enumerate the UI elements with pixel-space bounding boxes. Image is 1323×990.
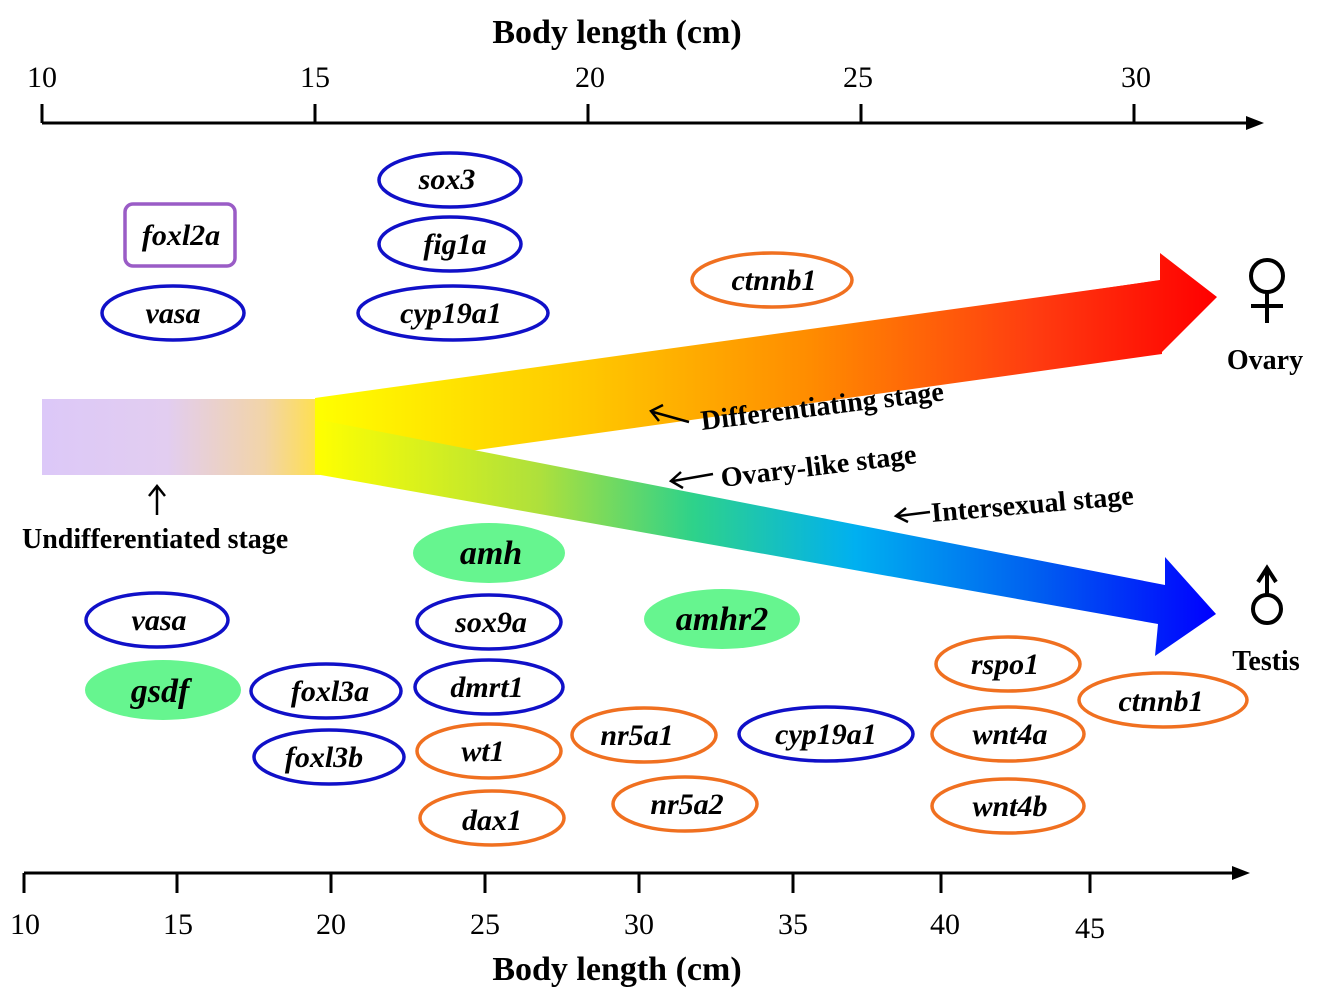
gene-fig1a: fig1a — [377, 215, 523, 273]
bottom-axis-arrowhead — [1232, 866, 1250, 880]
gene-amhr2: amhr2 — [644, 589, 800, 649]
gene-foxl3b: foxl3b — [252, 728, 406, 786]
bottom-axis-tick-label: 30 — [624, 908, 654, 941]
gene-wnt4a: wnt4a — [930, 705, 1086, 763]
gene-ctnnb1-testis: ctnnb1 — [1077, 671, 1249, 729]
bottom-axis-title: Body length (cm) — [492, 951, 741, 988]
male-symbol-icon — [1251, 564, 1283, 625]
svg-text:cyp19a1: cyp19a1 — [775, 718, 877, 751]
gene-vasa-testis: vasa — [84, 591, 230, 649]
svg-text:dmrt1: dmrt1 — [450, 671, 523, 704]
gene-foxl3a: foxl3a — [249, 662, 403, 720]
svg-text:wnt4b: wnt4b — [972, 790, 1047, 823]
gene-dmrt1: dmrt1 — [413, 658, 565, 716]
svg-text:cyp19a1: cyp19a1 — [400, 297, 502, 330]
top-axis: Body length (cm) 10 15 20 25 30 — [27, 14, 1264, 130]
gene-wt1: wt1 — [415, 722, 563, 780]
left-arrow-icon — [649, 403, 690, 424]
top-axis-tick-label: 10 — [27, 61, 57, 94]
bottom-axis-tick-label: 25 — [470, 908, 500, 941]
bottom-axis-tick-label: 35 — [778, 908, 808, 941]
ovary-genes: foxl2a vasa sox3 fig1a cyp19a1 ctnnb1 — [100, 151, 854, 342]
svg-text:wnt4a: wnt4a — [972, 718, 1047, 751]
svg-text:rspo1: rspo1 — [971, 648, 1039, 681]
gene-wnt4b: wnt4b — [930, 777, 1086, 835]
svg-text:wt1: wt1 — [461, 735, 504, 768]
gene-rspo1: rspo1 — [934, 635, 1082, 693]
outcomes: Ovary Testis — [1227, 258, 1303, 677]
svg-text:nr5a2: nr5a2 — [650, 788, 723, 821]
top-axis-tick-label: 20 — [575, 61, 605, 94]
gene-ctnnb1-ovary: ctnnb1 — [690, 251, 854, 309]
development-arrows — [42, 253, 1217, 656]
svg-text:vasa: vasa — [132, 604, 187, 637]
svg-text:sox9a: sox9a — [454, 606, 527, 639]
svg-text:sox3: sox3 — [418, 163, 476, 196]
svg-text:foxl3a: foxl3a — [291, 675, 369, 708]
stage-label-ovary-like: Ovary-like stage — [719, 439, 918, 494]
svg-text:gsdf: gsdf — [130, 673, 193, 710]
gene-cyp19a1-testis: cyp19a1 — [737, 705, 915, 763]
top-axis-tick-label: 30 — [1121, 61, 1151, 94]
gene-sox9a: sox9a — [415, 593, 563, 651]
top-axis-tick-label: 15 — [300, 61, 330, 94]
top-axis-arrowhead — [1246, 116, 1264, 130]
gene-amh: amh — [413, 523, 565, 583]
up-arrow-icon — [148, 483, 166, 515]
top-axis-tick-label: 25 — [843, 61, 873, 94]
gene-vasa-ovary: vasa — [100, 284, 246, 342]
ovary-label: Ovary — [1227, 345, 1303, 376]
female-symbol-icon — [1249, 258, 1285, 323]
svg-text:ctnnb1: ctnnb1 — [731, 264, 816, 297]
gene-dax1: dax1 — [418, 789, 566, 847]
bottom-axis-tick-label: 10 — [10, 908, 40, 941]
svg-text:nr5a1: nr5a1 — [600, 719, 673, 752]
gene-gsdf: gsdf — [85, 660, 241, 720]
bottom-axis-tick-label: 45 — [1075, 912, 1105, 945]
svg-text:vasa: vasa — [146, 297, 201, 330]
bottom-axis-tick-label: 20 — [316, 908, 346, 941]
svg-text:amh: amh — [460, 535, 522, 572]
testis-arrow — [315, 420, 1216, 656]
left-arrow-icon — [893, 507, 931, 524]
svg-text:fig1a: fig1a — [423, 228, 486, 261]
stage-label-intersexual: Intersexual stage — [930, 480, 1135, 529]
ovary-arrow-body — [315, 280, 1162, 472]
bottom-axis-tick-label: 15 — [163, 908, 193, 941]
svg-text:foxl3b: foxl3b — [285, 741, 363, 774]
undifferentiated-bar — [42, 399, 320, 475]
left-arrow-icon — [668, 471, 714, 490]
gene-nr5a1: nr5a1 — [570, 706, 718, 764]
bottom-axis-tick-label: 40 — [930, 908, 960, 941]
gene-foxl2a: foxl2a — [123, 202, 237, 268]
bottom-axis: 10 15 20 25 30 35 40 45 Body length (cm) — [10, 866, 1250, 988]
stage-label-undifferentiated: Undifferentiated stage — [22, 524, 288, 555]
top-axis-title: Body length (cm) — [492, 14, 741, 51]
testis-genes: vasa gsdf foxl3a foxl3b amh sox9a dmrt1 — [84, 523, 1249, 847]
svg-text:ctnnb1: ctnnb1 — [1118, 685, 1203, 718]
gene-nr5a2: nr5a2 — [611, 775, 759, 833]
svg-text:amhr2: amhr2 — [676, 601, 769, 638]
gene-sox3: sox3 — [377, 151, 523, 209]
svg-text:foxl2a: foxl2a — [142, 219, 220, 252]
svg-text:dax1: dax1 — [462, 804, 522, 837]
testis-label: Testis — [1232, 646, 1300, 677]
gene-cyp19a1-ovary: cyp19a1 — [356, 284, 550, 342]
